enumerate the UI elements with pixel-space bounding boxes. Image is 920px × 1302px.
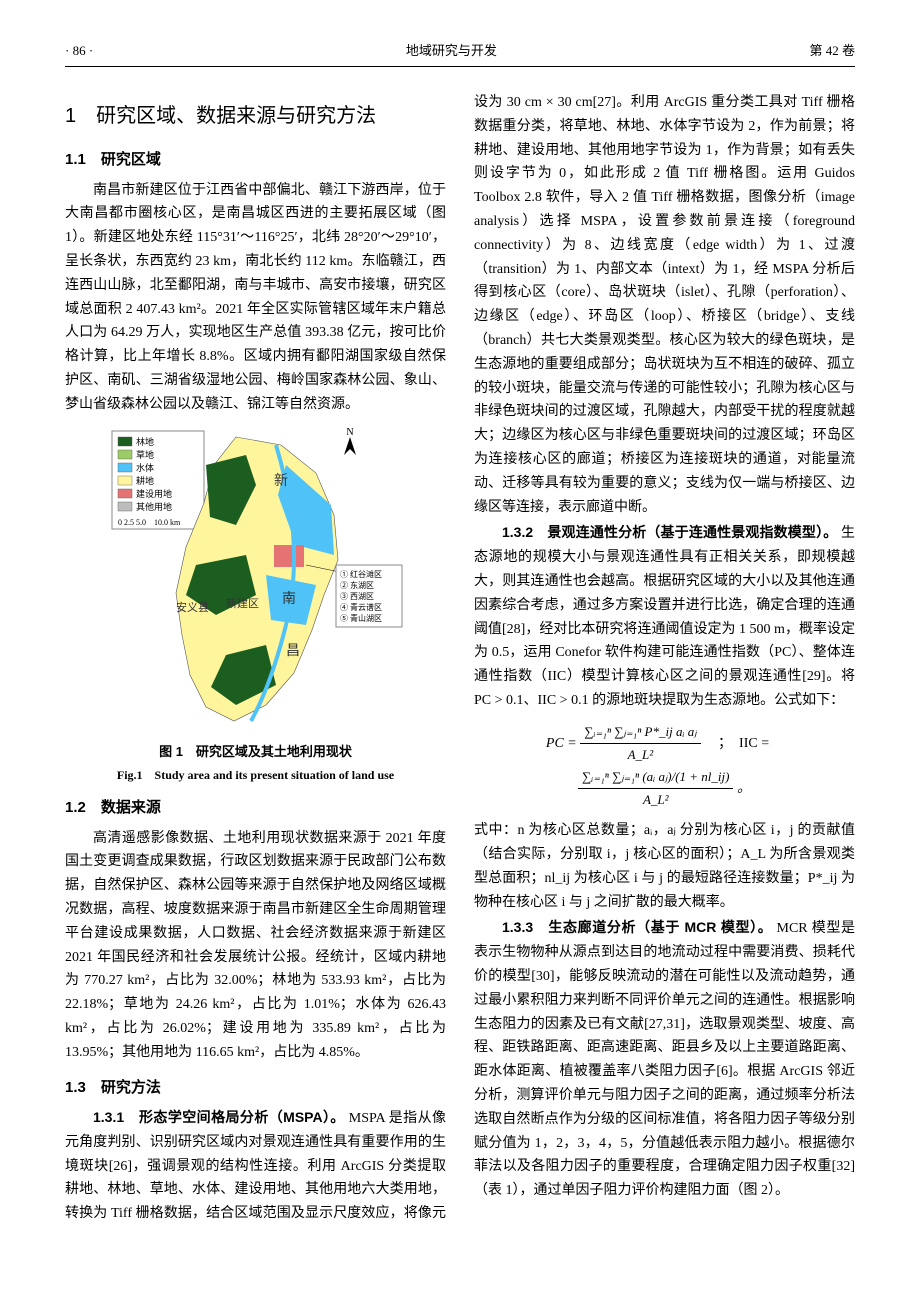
formula-pc-iic: PC = ∑ᵢ₌₁ⁿ ∑ⱼ₌₁ⁿ P*_ij aᵢ aⱼ A_L² ； IIC … xyxy=(474,721,855,811)
journal-name: 地域研究与开发 xyxy=(406,40,497,62)
body-columns: 1 研究区域、数据来源与研究方法 1.1 研究区域 南昌市新建区位于江西省中部偏… xyxy=(65,91,855,1226)
formula-sep: ； IIC = xyxy=(718,736,769,751)
figure-1-caption-en: Fig.1 Study area and its present situati… xyxy=(65,765,446,785)
legend-swatch xyxy=(118,437,132,446)
page-number: · 86 · xyxy=(65,40,93,62)
legend-label: 耕地 xyxy=(136,475,154,486)
svg-text:南: 南 xyxy=(282,591,296,607)
runin-1-3-1: 1.3.1 形态学空间格局分析（MSPA）。 xyxy=(93,1109,345,1125)
inset-label: ④ 青云谱区 xyxy=(340,602,382,612)
legend-label: 其他用地 xyxy=(136,501,172,512)
figure-1-caption-cn: 图 1 研究区域及其土地利用现状 xyxy=(65,741,446,763)
para-1-1: 南昌市新建区位于江西省中部偏北、赣江下游西岸，位于大南昌都市圈核心区，是南昌城区… xyxy=(65,179,446,417)
iic-numerator: ∑ᵢ₌₁ⁿ ∑ⱼ₌₁ⁿ (aᵢ aⱼ)/(1 + nl_ij) xyxy=(578,766,733,789)
svg-text:N: N xyxy=(346,427,353,438)
page-header: · 86 · 地域研究与开发 第 42 卷 xyxy=(65,40,855,67)
legend-swatch xyxy=(118,450,132,459)
runin-1-3-3: 1.3.3 生态廊道分析（基于 MCR 模型）。 xyxy=(502,919,772,935)
legend-swatch xyxy=(118,463,132,472)
legend-label: 林地 xyxy=(136,436,154,447)
para-1-3-3: 1.3.3 生态廊道分析（基于 MCR 模型）。 MCR 模型是表示生物物种从源… xyxy=(474,916,855,1203)
inset-label: ③ 西湖区 xyxy=(340,592,374,601)
subsection-1-3: 1.3 研究方法 xyxy=(65,1075,446,1101)
figure-1-map: 林地草地水体耕地建设用地其他用地 0 2.5 5.0 10.0 km N ① 红谷… xyxy=(106,425,406,735)
runin-1-3-2: 1.3.2 景观连通性分析（基于连通性景观指数模型）。 xyxy=(502,524,837,540)
body-1-3-2a: 生态源地的规模大小与景观连通性具有正相关关系，即规模越大，则其连通性也会越高。根… xyxy=(474,526,855,708)
legend-label: 草地 xyxy=(136,449,154,460)
pc-denominator: A_L² xyxy=(580,744,700,766)
legend-label: 建设用地 xyxy=(136,488,172,499)
scale-bar: 0 2.5 5.0 10.0 km xyxy=(118,518,181,527)
inset-label: ⑤ 青山湖区 xyxy=(340,613,382,623)
section-1-title: 1 研究区域、数据来源与研究方法 xyxy=(65,99,446,133)
pc-label: PC = xyxy=(546,736,577,751)
svg-text:昌: 昌 xyxy=(286,644,300,659)
legend-label: 水体 xyxy=(136,462,154,473)
svg-text:新: 新 xyxy=(274,473,288,489)
svg-text:安义县: 安义县 xyxy=(176,600,209,614)
inset-label: ① 红谷滩区 xyxy=(340,569,382,579)
svg-text:新建区: 新建区 xyxy=(226,596,259,610)
legend-swatch xyxy=(118,476,132,485)
iic-denominator: A_L² xyxy=(578,789,733,811)
legend-swatch xyxy=(118,502,132,511)
para-1-3-2b: 式中：n 为核心区总数量；aᵢ，aⱼ 分别为核心区 i，j 的贡献值（结合实际，… xyxy=(474,819,855,914)
body-1-3-3: MCR 模型是表示生物物种从源点到达目的地流动过程中需要消费、损耗代价的模型[3… xyxy=(474,921,855,1198)
subsection-1-1: 1.1 研究区域 xyxy=(65,147,446,173)
figure-1: 林地草地水体耕地建设用地其他用地 0 2.5 5.0 10.0 km N ① 红谷… xyxy=(65,425,446,785)
volume: 第 42 卷 xyxy=(809,40,855,62)
formula-tail: 。 xyxy=(737,781,751,796)
subsection-1-2: 1.2 数据来源 xyxy=(65,795,446,821)
pc-numerator: ∑ᵢ₌₁ⁿ ∑ⱼ₌₁ⁿ P*_ij aᵢ aⱼ xyxy=(580,721,700,744)
para-1-2: 高清遥感影像数据、土地利用现状数据来源于 2021 年度国土变更调查成果数据，行… xyxy=(65,827,446,1065)
legend-swatch xyxy=(118,489,132,498)
inset-label: ② 东湖区 xyxy=(340,580,374,590)
para-1-3-2a: 1.3.2 景观连通性分析（基于连通性景观指数模型）。 生态源地的规模大小与景观… xyxy=(474,521,855,712)
